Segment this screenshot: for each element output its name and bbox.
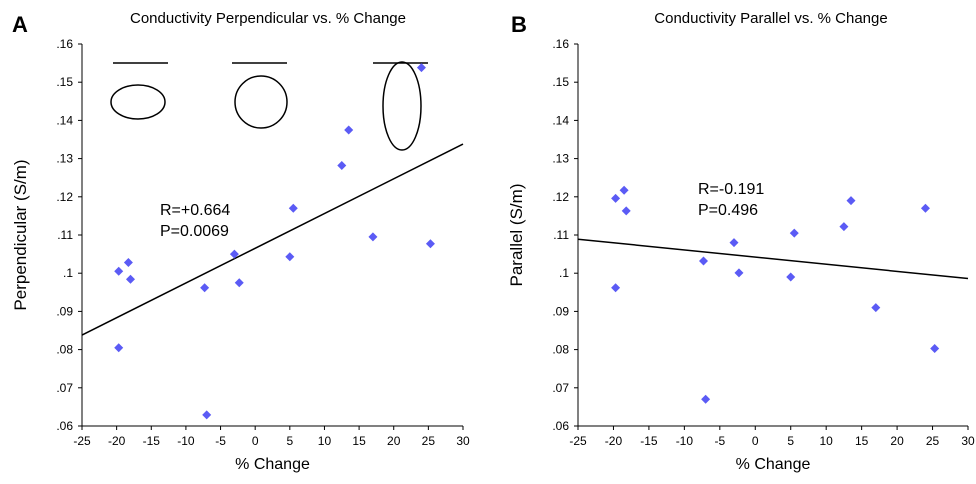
data-point xyxy=(344,125,354,135)
y-tick-label: .08 xyxy=(552,343,569,357)
y-tick-label: .06 xyxy=(56,419,73,433)
data-point xyxy=(123,258,133,268)
r-value-annotation: R=+0.664 xyxy=(160,202,230,219)
panel-letter: B xyxy=(511,12,527,37)
y-tick-label: .15 xyxy=(552,75,569,89)
x-tick-label: -5 xyxy=(215,434,226,448)
data-point xyxy=(699,256,709,266)
y-tick-label: .14 xyxy=(56,113,73,127)
data-point xyxy=(839,222,849,232)
data-point xyxy=(789,228,799,238)
panel-letter: A xyxy=(12,12,28,37)
r-value-annotation: R=-0.191 xyxy=(698,181,764,198)
p-value-annotation: P=0.0069 xyxy=(160,223,229,240)
x-tick-label: 5 xyxy=(787,434,794,448)
y-axis-label: Parallel (S/m) xyxy=(507,184,526,287)
y-tick-label: .07 xyxy=(552,381,569,395)
x-tick-label: 10 xyxy=(318,434,332,448)
x-tick-label: 10 xyxy=(820,434,834,448)
data-point xyxy=(229,249,239,259)
x-tick-label: 0 xyxy=(752,434,759,448)
y-tick-label: .1 xyxy=(559,266,569,280)
data-point xyxy=(416,63,426,73)
x-tick-label: 25 xyxy=(926,434,940,448)
x-tick-label: 20 xyxy=(890,434,904,448)
data-point xyxy=(368,232,378,242)
y-tick-label: .11 xyxy=(57,228,73,242)
panel-b: B Conductivity Parallel vs. % Change R=-… xyxy=(507,10,975,473)
circle-shape xyxy=(234,75,288,129)
tall-ellipse-shape xyxy=(382,61,422,151)
data-point xyxy=(234,278,244,288)
x-tick-label: 0 xyxy=(252,434,259,448)
x-tick-label: 30 xyxy=(961,434,975,448)
y-tick-label: .13 xyxy=(56,152,73,166)
panel-a: A Conductivity Perpendicular vs. % Chang… xyxy=(11,10,470,473)
data-point xyxy=(619,185,629,195)
data-point xyxy=(786,272,796,282)
y-tick-label: .16 xyxy=(552,37,569,51)
data-point xyxy=(285,252,295,262)
data-point xyxy=(846,196,856,206)
y-tick-label: .14 xyxy=(552,113,569,127)
regression-line xyxy=(81,143,464,336)
y-tick-label: .12 xyxy=(552,190,569,204)
data-point xyxy=(734,268,744,278)
data-point xyxy=(729,238,739,248)
data-point xyxy=(611,283,621,293)
x-tick-label: 20 xyxy=(387,434,401,448)
data-point xyxy=(202,410,212,420)
data-point xyxy=(611,193,621,203)
data-point xyxy=(337,160,347,170)
regression-line xyxy=(577,238,969,280)
data-point xyxy=(200,283,210,293)
x-tick-label: -5 xyxy=(714,434,725,448)
data-point xyxy=(621,206,631,216)
data-point xyxy=(871,303,881,313)
y-tick-label: .08 xyxy=(56,343,73,357)
data-point xyxy=(288,203,298,213)
y-tick-label: .11 xyxy=(553,228,569,242)
data-point xyxy=(920,203,930,213)
y-tick-label: .06 xyxy=(552,419,569,433)
x-tick-label: -10 xyxy=(676,434,694,448)
x-tick-label: -25 xyxy=(73,434,91,448)
x-tick-label: -20 xyxy=(108,434,126,448)
x-axis-label: % Change xyxy=(736,456,811,473)
x-axis-label: % Change xyxy=(235,456,310,473)
x-tick-label: 15 xyxy=(352,434,366,448)
y-tick-label: .12 xyxy=(56,190,73,204)
x-tick-label: -25 xyxy=(569,434,587,448)
data-point xyxy=(114,266,124,276)
wide-ellipse-shape xyxy=(110,84,166,120)
data-point xyxy=(701,394,711,404)
data-point xyxy=(114,343,124,353)
x-tick-label: 15 xyxy=(855,434,869,448)
x-tick-label: -15 xyxy=(640,434,658,448)
y-tick-label: .15 xyxy=(56,75,73,89)
y-tick-label: .09 xyxy=(56,304,73,318)
y-tick-label: .09 xyxy=(552,304,569,318)
y-tick-label: .13 xyxy=(552,152,569,166)
p-value-annotation: P=0.496 xyxy=(698,202,758,219)
y-tick-label: .07 xyxy=(56,381,73,395)
x-tick-label: 5 xyxy=(286,434,293,448)
chart-title: Conductivity Perpendicular vs. % Change xyxy=(130,10,406,27)
y-tick-label: .1 xyxy=(63,266,73,280)
x-tick-label: -15 xyxy=(143,434,161,448)
y-axis-label: Perpendicular (S/m) xyxy=(11,159,30,310)
x-tick-label: -20 xyxy=(605,434,623,448)
data-point xyxy=(930,343,940,353)
shape-diagrams xyxy=(110,61,428,151)
x-tick-label: 25 xyxy=(422,434,436,448)
data-point xyxy=(125,274,135,284)
x-tick-label: -10 xyxy=(177,434,195,448)
y-tick-label: .16 xyxy=(56,37,73,51)
data-point xyxy=(425,239,435,249)
chart-title: Conductivity Parallel vs. % Change xyxy=(654,10,887,27)
x-tick-label: 30 xyxy=(456,434,470,448)
